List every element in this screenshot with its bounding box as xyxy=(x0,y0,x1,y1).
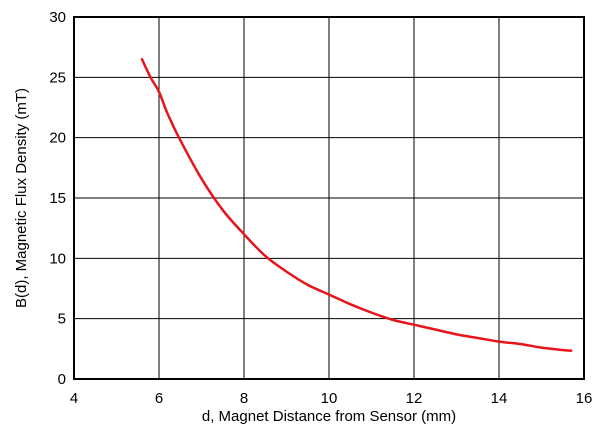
grid xyxy=(74,17,584,379)
x-tick-label: 12 xyxy=(406,390,423,407)
y-tick-label: 0 xyxy=(58,371,66,388)
x-tick-label: 14 xyxy=(491,390,508,407)
y-tick-labels: 0 5 10 15 20 25 30 xyxy=(49,9,66,388)
y-tick-label: 20 xyxy=(49,130,66,147)
x-tick-label: 8 xyxy=(240,390,248,407)
series-group xyxy=(140,57,573,352)
y-tick-label: 30 xyxy=(49,9,66,26)
plot-frame xyxy=(73,16,585,380)
y-axis-label: B(d), Magnetic Flux Density (mT) xyxy=(13,88,30,308)
y-tick-label: 5 xyxy=(58,311,66,328)
x-tick-labels: 4 6 8 10 12 14 16 xyxy=(70,390,593,407)
x-tick-label: 6 xyxy=(155,390,163,407)
x-axis-label: d, Magnet Distance from Sensor (mm) xyxy=(202,408,456,425)
x-tick-label: 16 xyxy=(576,390,593,407)
series-line xyxy=(140,57,573,352)
x-tick-label: 4 xyxy=(70,390,78,407)
x-tick-label: 10 xyxy=(321,390,338,407)
y-tick-label: 25 xyxy=(49,69,66,86)
y-tick-label: 15 xyxy=(49,190,66,207)
y-tick-label: 10 xyxy=(49,250,66,267)
